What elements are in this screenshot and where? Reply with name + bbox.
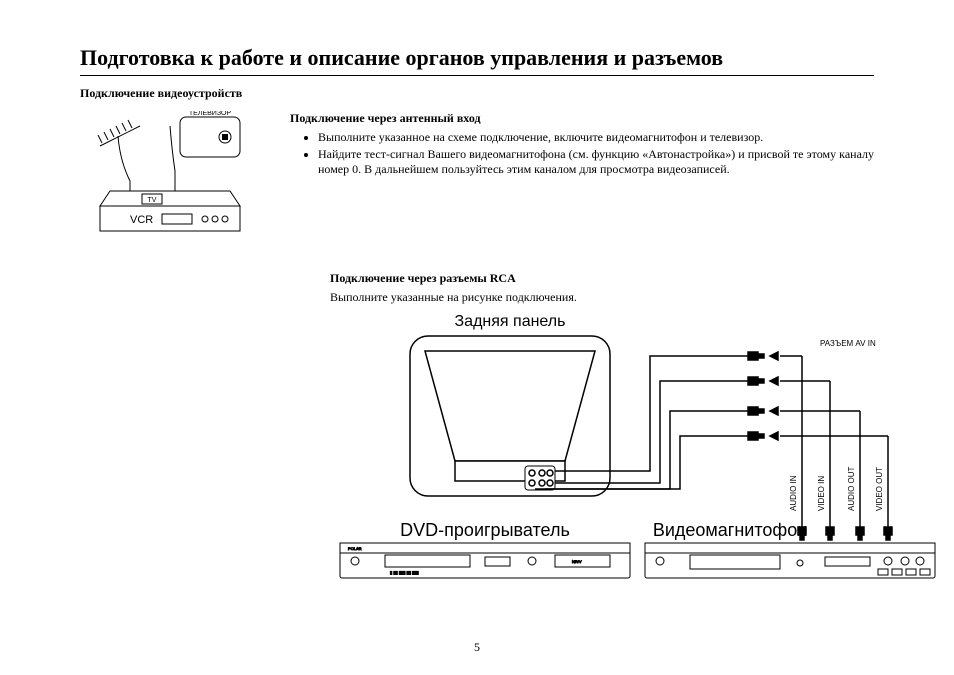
svg-text:NR/V: NR/V bbox=[572, 559, 582, 564]
subtitle: Подключение видеоустройств bbox=[80, 86, 874, 101]
av-in-label: РАЗЪЕМ AV IN bbox=[820, 339, 876, 348]
section1-heading: Подключение через антенный вход bbox=[290, 111, 874, 126]
antenna-diagram: ТЕЛЕВИЗОР TV VCR bbox=[80, 111, 260, 241]
page-number: 5 bbox=[0, 640, 954, 655]
audio-out-label: AUDIO OUT bbox=[847, 466, 856, 511]
page-title: Подготовка к работе и описание органов у… bbox=[80, 45, 874, 76]
svg-text:POLAR: POLAR bbox=[348, 546, 362, 551]
bullet-1: Выполните указанное на схеме подключение… bbox=[318, 130, 874, 145]
rca-text-block: Подключение через разъемы RCA Выполните … bbox=[330, 271, 874, 305]
bullet-2: Найдите тест-сигнал Вашего видеомагнитоф… bbox=[318, 147, 874, 177]
audio-in-label: AUDIO IN bbox=[789, 475, 798, 511]
section2-line: Выполните указанные на рисунке подключен… bbox=[330, 290, 874, 305]
svg-text:▯ ▯▯ ▯▯▯ ▯▯ ▯▯▯: ▯ ▯▯ ▯▯▯ ▯▯ ▯▯▯ bbox=[390, 570, 419, 575]
section2-heading: Подключение через разъемы RCA bbox=[330, 271, 874, 286]
dvd-label: DVD-проигрыватель bbox=[400, 520, 570, 540]
tv-label: ТЕЛЕВИЗОР bbox=[189, 111, 232, 117]
tv-box-label: TV bbox=[148, 197, 157, 204]
antenna-text-block: Подключение через антенный вход Выполнит… bbox=[290, 111, 874, 179]
rear-panel-label: Задняя панель bbox=[455, 313, 566, 330]
vcr-unit-label: Видеомагнитофон bbox=[653, 520, 807, 540]
video-in-label: VIDEO IN bbox=[817, 476, 826, 511]
rca-diagram: Задняя панель bbox=[330, 311, 950, 591]
video-out-label: VIDEO OUT bbox=[875, 467, 884, 511]
vcr-label: VCR bbox=[130, 214, 153, 226]
